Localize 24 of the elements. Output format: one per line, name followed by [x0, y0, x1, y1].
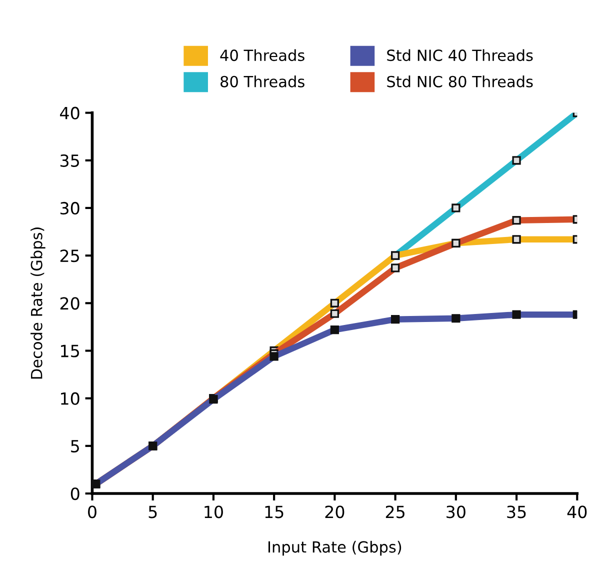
- legend-label: Std NIC 40 Threads: [387, 49, 533, 62]
- x-tick-label: 25: [386, 506, 404, 518]
- x-axis-title: Input Rate (Gbps): [268, 540, 402, 556]
- x-tick-label: 30: [446, 506, 466, 518]
- legend-label: Std NIC 80 Threads: [387, 76, 533, 88]
- x-tick-label: 40: [567, 506, 587, 518]
- y-tick-label: 20: [60, 297, 80, 310]
- y-axis-title: Decode Rate (Gbps): [30, 228, 46, 379]
- y-tick-label: 30: [60, 202, 80, 215]
- y-tick-label: 25: [60, 250, 79, 262]
- y-tick-label: 5: [71, 440, 79, 452]
- y-tick-label: 40: [60, 106, 80, 120]
- x-tick-label: 35: [507, 506, 526, 518]
- y-tick-label: 0: [70, 487, 80, 500]
- x-tick-label: 10: [204, 506, 223, 518]
- legend-label: 40 Threads: [220, 49, 304, 62]
- y-tick-label: 35: [60, 154, 79, 167]
- x-tick-label: 15: [265, 506, 284, 518]
- y-tick-label: 15: [61, 344, 79, 358]
- y-tick-label: 10: [61, 392, 80, 405]
- legend-label: 80 Threads: [220, 76, 304, 88]
- x-tick-label: 20: [325, 506, 344, 518]
- x-tick-label: 0: [88, 506, 96, 518]
- x-tick-label: 5: [148, 506, 157, 518]
